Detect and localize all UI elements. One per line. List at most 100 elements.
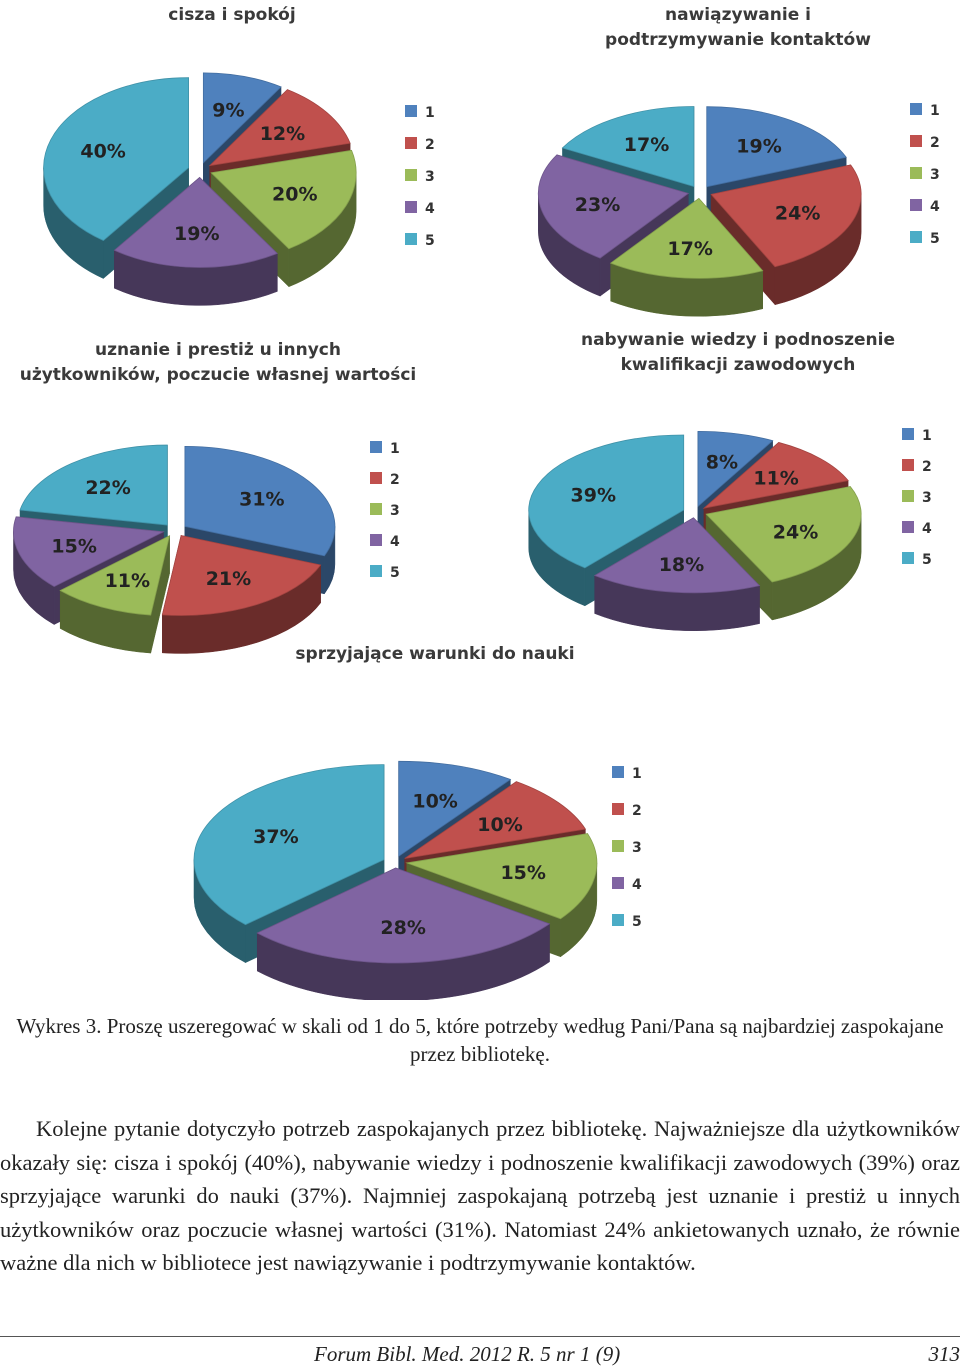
legend-swatch [910, 135, 922, 147]
legend-swatch [910, 103, 922, 115]
data-label: 8% [706, 451, 738, 473]
pie-charts-figure: cisza i spokój9%12%40%20%19%12345nawiązy… [13, 5, 940, 1000]
legend-item-4: 4 [910, 199, 940, 215]
data-label: 15% [500, 862, 545, 884]
data-label: 40% [80, 140, 125, 162]
legend-item-3: 3 [902, 490, 932, 506]
data-label: 11% [753, 467, 798, 489]
legend-label: 5 [425, 233, 435, 249]
pie-slice-4: 28% [256, 867, 551, 1000]
page-number: 313 [928, 1342, 960, 1366]
legend-label: 4 [922, 521, 932, 537]
legend: 1 2 3 4 5 [910, 103, 940, 247]
data-label: 37% [253, 826, 298, 848]
legend-swatch [902, 521, 914, 533]
data-label: 20% [272, 183, 317, 205]
data-label: 31% [239, 489, 284, 511]
legend-item-4: 4 [902, 521, 932, 537]
legend-label: 2 [922, 459, 932, 475]
legend-swatch [405, 233, 417, 245]
data-label: 17% [667, 238, 712, 260]
data-label: 28% [380, 917, 425, 939]
legend-label: 2 [425, 137, 435, 153]
data-label: 22% [85, 477, 130, 499]
data-label: 11% [105, 570, 150, 592]
legend-item-3: 3 [370, 503, 400, 519]
data-label: 17% [624, 134, 669, 156]
legend-swatch [902, 552, 914, 564]
legend-item-4: 4 [405, 201, 435, 217]
legend-swatch [405, 137, 417, 149]
legend-swatch [910, 167, 922, 179]
legend-item-5: 5 [612, 914, 642, 930]
pie-slice-3: 11% [59, 534, 171, 654]
legend-item-5: 5 [902, 552, 932, 568]
legend-swatch [612, 877, 624, 889]
legend-swatch [910, 231, 922, 243]
legend-label: 4 [390, 534, 400, 550]
legend-item-3: 3 [612, 840, 642, 856]
pie-chart-2: nawiązywanie i podtrzymywanie kontaktów 17… [537, 5, 940, 317]
legend-item-5: 5 [405, 233, 435, 249]
data-label: 12% [260, 123, 305, 145]
legend-swatch [612, 840, 624, 852]
legend-item-2: 2 [910, 135, 940, 151]
data-label: 9% [212, 99, 244, 121]
pie-chart-3: uznanie i prestiż u innych użytkowników, … [13, 340, 416, 654]
pie-slice-4: 19% [113, 176, 279, 306]
legend-label: 5 [930, 231, 940, 247]
legend-swatch [902, 490, 914, 502]
legend-item-2: 2 [612, 803, 642, 819]
data-label: 24% [775, 203, 820, 225]
legend-swatch [405, 105, 417, 117]
legend-label: 1 [632, 766, 642, 782]
legend: 1 2 3 4 5 [370, 441, 400, 581]
legend-swatch [370, 565, 382, 577]
figure-caption: Wykres 3. Proszę uszeregować w skali od … [16, 1014, 944, 1066]
legend-label: 4 [930, 199, 940, 215]
legend-label: 4 [425, 201, 435, 217]
legend-label: 4 [632, 877, 642, 893]
legend-item-5: 5 [370, 565, 400, 581]
legend-swatch [902, 428, 914, 440]
legend-swatch [612, 803, 624, 815]
legend-swatch [405, 201, 417, 213]
legend-item-2: 2 [370, 472, 400, 488]
legend-label: 1 [390, 441, 400, 457]
legend-item-2: 2 [902, 459, 932, 475]
data-label: 19% [736, 136, 781, 158]
legend-label: 5 [390, 565, 400, 581]
legend: 1 2 3 4 5 [612, 766, 642, 930]
legend-item-2: 2 [405, 137, 435, 153]
chart-title: kwalifikacji zawodowych [621, 355, 856, 375]
legend-label: 5 [632, 914, 642, 930]
pie-chart-5: sprzyjające warunki do nauki 10% 10% 37% 15%… [193, 644, 642, 1000]
legend-label: 1 [930, 103, 940, 119]
pie-slice-4: 18% [593, 517, 761, 631]
legend-swatch [405, 169, 417, 181]
chart-title: użytkowników, poczucie własnej wartości [20, 365, 417, 385]
pie-chart-4: nabywanie wiedzy i podnoszenie kwalifikac… [528, 330, 932, 631]
legend-item-4: 4 [370, 534, 400, 550]
legend-swatch [370, 441, 382, 453]
body-paragraph: Kolejne pytanie dotyczyło potrzeb zaspok… [0, 1112, 960, 1280]
legend-swatch [370, 472, 382, 484]
data-label: 18% [659, 554, 704, 576]
data-label: 21% [206, 568, 251, 590]
chart-title: uznanie i prestiż u innych [95, 340, 341, 360]
legend-swatch [612, 914, 624, 926]
legend-swatch [902, 459, 914, 471]
legend-item-1: 1 [910, 103, 940, 119]
pie-slice-3: 17% [609, 197, 764, 317]
legend: 1 2 3 4 5 [902, 428, 932, 568]
legend-label: 3 [390, 503, 400, 519]
legend-label: 3 [632, 840, 642, 856]
data-label: 23% [575, 194, 620, 216]
legend-swatch [910, 199, 922, 211]
legend-label: 2 [930, 135, 940, 151]
legend-item-1: 1 [902, 428, 932, 444]
footer-journal: Forum Bibl. Med. 2012 R. 5 nr 1 (9) [314, 1342, 621, 1366]
legend-label: 1 [922, 428, 932, 444]
chart-title: nawiązywanie i [665, 5, 811, 25]
legend-item-3: 3 [405, 169, 435, 185]
